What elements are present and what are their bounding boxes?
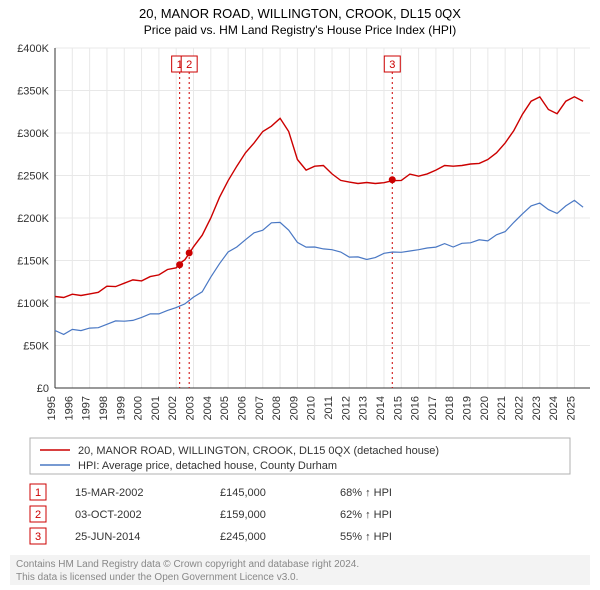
x-axis-label: 2001 (150, 396, 162, 420)
x-axis-label: 2006 (236, 396, 248, 420)
x-axis-label: 2019 (462, 396, 474, 420)
transaction-badge-label: 1 (35, 487, 41, 499)
footer-line-1: Contains HM Land Registry data © Crown c… (16, 559, 359, 570)
x-axis-label: 2014 (375, 396, 387, 420)
x-axis-label: 2012 (340, 396, 352, 420)
x-axis-label: 2025 (565, 396, 577, 420)
marker-badge-label: 2 (186, 59, 192, 71)
marker-point (389, 176, 396, 183)
x-axis-label: 2017 (427, 396, 439, 420)
marker-point (176, 261, 183, 268)
x-axis-label: 2005 (219, 396, 231, 420)
y-axis-label: £400K (17, 43, 49, 55)
transaction-delta: 68% ↑ HPI (340, 487, 392, 499)
x-axis-label: 2004 (202, 396, 214, 420)
chart-svg: 20, MANOR ROAD, WILLINGTON, CROOK, DL15 … (0, 0, 600, 590)
x-axis-label: 2022 (513, 396, 525, 420)
x-axis-label: 2011 (323, 396, 335, 420)
transaction-delta: 55% ↑ HPI (340, 531, 392, 543)
transaction-date: 25-JUN-2014 (75, 531, 140, 543)
footer-line-2: This data is licensed under the Open Gov… (16, 572, 298, 583)
y-axis-label: £100K (17, 298, 49, 310)
y-axis-label: £200K (17, 213, 49, 225)
legend-label: 20, MANOR ROAD, WILLINGTON, CROOK, DL15 … (78, 445, 439, 457)
chart-title-2: Price paid vs. HM Land Registry's House … (144, 23, 456, 37)
y-axis-label: £50K (23, 341, 49, 353)
marker-badge-label: 3 (389, 59, 395, 71)
x-axis-label: 2000 (133, 396, 145, 420)
x-axis-label: 1997 (81, 396, 93, 420)
y-axis-label: £150K (17, 256, 49, 268)
x-axis-label: 2020 (479, 396, 491, 420)
transaction-date: 15-MAR-2002 (75, 487, 143, 499)
x-axis-label: 2002 (167, 396, 179, 420)
transaction-badge-label: 2 (35, 509, 41, 521)
x-axis-label: 2024 (548, 396, 560, 420)
y-axis-label: £0 (37, 383, 49, 395)
x-axis-label: 2015 (392, 396, 404, 420)
transaction-date: 03-OCT-2002 (75, 509, 142, 521)
transaction-badge-label: 3 (35, 531, 41, 543)
x-axis-label: 2016 (410, 396, 422, 420)
marker-point (186, 249, 193, 256)
x-axis-label: 1999 (115, 396, 127, 420)
x-axis-label: 2021 (496, 396, 508, 420)
x-axis-label: 1996 (63, 396, 75, 420)
x-axis-label: 1995 (46, 396, 58, 420)
x-axis-label: 2018 (444, 396, 456, 420)
chart-container: 20, MANOR ROAD, WILLINGTON, CROOK, DL15 … (0, 0, 600, 590)
x-axis-label: 2007 (254, 396, 266, 420)
legend-label: HPI: Average price, detached house, Coun… (78, 460, 337, 472)
x-axis-label: 2013 (358, 396, 370, 420)
chart-title-1: 20, MANOR ROAD, WILLINGTON, CROOK, DL15 … (139, 6, 461, 21)
y-axis-label: £250K (17, 171, 49, 183)
transaction-price: £159,000 (220, 509, 266, 521)
transaction-price: £245,000 (220, 531, 266, 543)
transaction-price: £145,000 (220, 487, 266, 499)
x-axis-label: 2003 (185, 396, 197, 420)
transaction-delta: 62% ↑ HPI (340, 509, 392, 521)
x-axis-label: 2023 (531, 396, 543, 420)
x-axis-label: 2008 (271, 396, 283, 420)
x-axis-label: 2010 (306, 396, 318, 420)
y-axis-label: £300K (17, 128, 49, 140)
x-axis-label: 2009 (288, 396, 300, 420)
x-axis-label: 1998 (98, 396, 110, 420)
y-axis-label: £350K (17, 86, 49, 98)
